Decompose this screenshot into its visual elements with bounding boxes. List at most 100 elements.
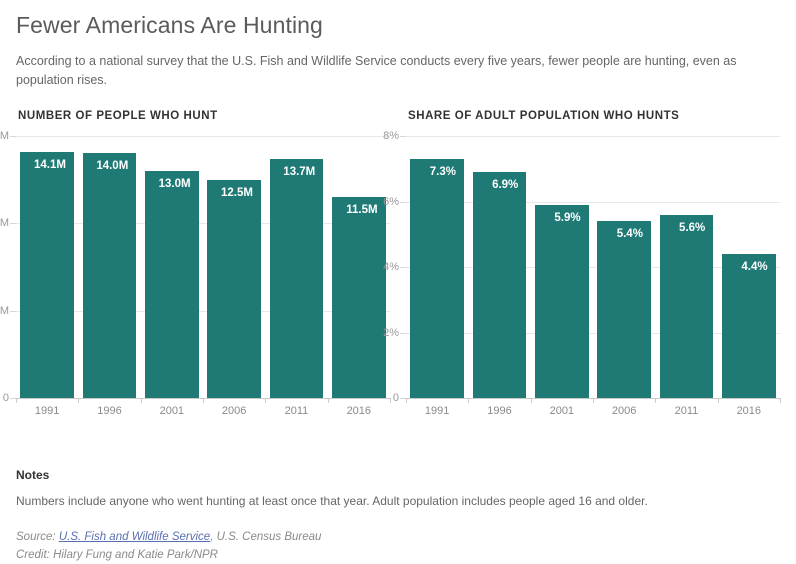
y-axis-tick — [400, 136, 406, 137]
source-line: Source: U.S. Fish and Wildlife Service, … — [16, 528, 780, 546]
notes-heading: Notes — [16, 468, 50, 482]
y-axis-tick-label: 0 — [392, 392, 399, 404]
bar-slot: 14.1M — [16, 136, 78, 398]
x-axis-tick — [265, 398, 267, 403]
bar-value-label: 11.5M — [346, 204, 378, 217]
y-axis-tick — [10, 136, 16, 137]
bar-value-label: 5.6% — [679, 221, 706, 234]
bar-slot: 12.5M — [203, 136, 265, 398]
bar-slot: 14.0M — [78, 136, 140, 398]
y-axis-tick-label: 10M — [0, 217, 9, 230]
x-axis-tick-label: 2016 — [346, 405, 372, 417]
x-axis-tick — [203, 398, 204, 403]
x-axis-labels: 1991 1996 2001 2006 2011 2016 — [406, 405, 780, 417]
source-link[interactable]: U.S. Fish and Wildlife Service — [58, 531, 211, 543]
y-axis-tick — [10, 398, 16, 399]
gridline — [406, 136, 780, 137]
bar[interactable]: 6.9% — [472, 172, 527, 398]
bar-value-label: 13.7M — [283, 165, 316, 178]
bar-slot: 4.4% — [718, 136, 780, 398]
bar-value-label: 4.4% — [741, 260, 768, 273]
bar-value-label: 14.1M — [33, 158, 66, 171]
bar-slot: 5.6% — [655, 136, 717, 398]
page-subtitle: According to a national survey that the … — [16, 54, 737, 87]
bar[interactable]: 5.6% — [659, 214, 714, 398]
bar[interactable]: 5.4% — [597, 221, 651, 398]
bar-slot: 11.5M — [328, 136, 390, 398]
x-axis-tick-label: 1991 — [34, 405, 60, 417]
bar-series: 14.1M 14.0M 13.0M 12.5M 13.7M 11.5M — [16, 136, 390, 398]
x-axis-tick-label: 1991 — [424, 405, 450, 417]
y-axis-tick-label: 0 — [2, 392, 9, 404]
bar-value-label: 14.0M — [96, 160, 129, 173]
bar[interactable]: 14.1M — [20, 151, 74, 398]
gridline — [16, 310, 390, 312]
gridline — [16, 223, 390, 225]
x-axis-labels: 1991 1996 2001 2006 2011 2016 — [16, 405, 390, 417]
credits-block: Source: U.S. Fish and Wildlife Service, … — [16, 528, 780, 564]
gridline — [406, 332, 780, 334]
bar-slot: 6.9% — [468, 136, 530, 398]
bar-value-label: 5.9% — [554, 211, 581, 224]
bar-value-label: 5.4% — [616, 228, 643, 241]
bar-series: 7.3% 6.9% 5.9% 5.4% 5.6% 4.4% — [406, 136, 780, 398]
infographic-page: Fewer Americans Are Hunting According to… — [0, 10, 796, 561]
y-axis-tick-label: 2% — [383, 326, 399, 339]
x-axis-tick — [717, 398, 719, 403]
charts-container: NUMBER OF PEOPLE WHO HUNT 0 5M 10M 15M 14.1M… — [0, 110, 781, 420]
chart-share-of-adult-population-who-hunts: SHARE OF ADULT POPULATION WHO HUNTS 0 2% 4… — [383, 110, 781, 420]
x-axis-tick — [16, 398, 17, 403]
bar[interactable]: 14.0M — [82, 153, 137, 398]
bar-value-label: 7.3% — [429, 165, 456, 178]
bar-value-label: 6.9% — [492, 179, 519, 192]
chart-title: SHARE OF ADULT POPULATION WHO HUNTS — [408, 110, 680, 122]
bar-value-label: 13.0M — [158, 177, 191, 190]
x-axis-tick — [593, 398, 594, 403]
x-axis-tick — [140, 398, 142, 403]
x-axis-tick-label: 2011 — [284, 405, 309, 417]
credit-line: Credit: Hilary Fung and Katie Park/NPR — [16, 549, 218, 561]
gridline — [406, 267, 780, 268]
x-axis-tick — [530, 398, 532, 403]
x-axis-tick — [468, 398, 470, 403]
bar-slot: 5.9% — [531, 136, 593, 398]
notes-section: Notes Numbers include anyone who went hu… — [16, 468, 780, 564]
chart-title: NUMBER OF PEOPLE WHO HUNT — [18, 110, 218, 122]
x-axis-tick — [780, 398, 781, 403]
bar[interactable]: 5.9% — [535, 204, 589, 398]
source-prefix: Source: — [16, 531, 59, 543]
bar[interactable]: 12.5M — [207, 179, 261, 398]
source-rest: , U.S. Census Bureau — [210, 531, 322, 543]
y-axis-tick-label: 5M — [0, 304, 9, 317]
y-axis-tick — [400, 332, 406, 334]
x-axis-tick — [655, 398, 657, 403]
y-axis-tick — [10, 310, 16, 312]
bar-slot: 7.3% — [406, 136, 468, 398]
bar[interactable]: 13.0M — [145, 170, 199, 398]
bar-slot: 13.0M — [141, 136, 203, 398]
x-axis-tick — [78, 398, 80, 403]
y-axis-tick — [10, 223, 16, 225]
page-title: Fewer Americans Are Hunting — [16, 12, 323, 38]
x-axis-tick-label: 2006 — [221, 405, 247, 417]
y-axis-tick-label: 8% — [383, 130, 399, 142]
chart-number-of-people-who-hunt: NUMBER OF PEOPLE WHO HUNT 0 5M 10M 15M 14.1M… — [0, 110, 391, 420]
x-axis-tick-label: 2006 — [611, 405, 637, 417]
gridline — [16, 136, 390, 137]
bar[interactable]: 13.7M — [269, 158, 324, 398]
x-axis-tick-label: 1996 — [487, 405, 512, 417]
x-axis-tick — [390, 398, 391, 403]
notes-body: Numbers include anyone who went hunting … — [16, 494, 648, 508]
y-axis-tick — [400, 201, 406, 203]
bar-slot: 5.4% — [593, 136, 655, 398]
bar[interactable]: 7.3% — [410, 158, 464, 398]
bar[interactable]: 4.4% — [722, 253, 776, 398]
bar-slot: 13.7M — [265, 136, 327, 398]
y-axis-tick-label: 6% — [383, 195, 399, 208]
x-axis-tick-label: 2001 — [159, 405, 185, 417]
x-axis-tick-label: 1996 — [97, 405, 122, 417]
x-axis-tick-label: 2016 — [736, 405, 762, 417]
y-axis-tick — [400, 398, 406, 399]
x-axis-tick-label: 2001 — [549, 405, 575, 417]
bar[interactable]: 11.5M — [332, 197, 386, 398]
